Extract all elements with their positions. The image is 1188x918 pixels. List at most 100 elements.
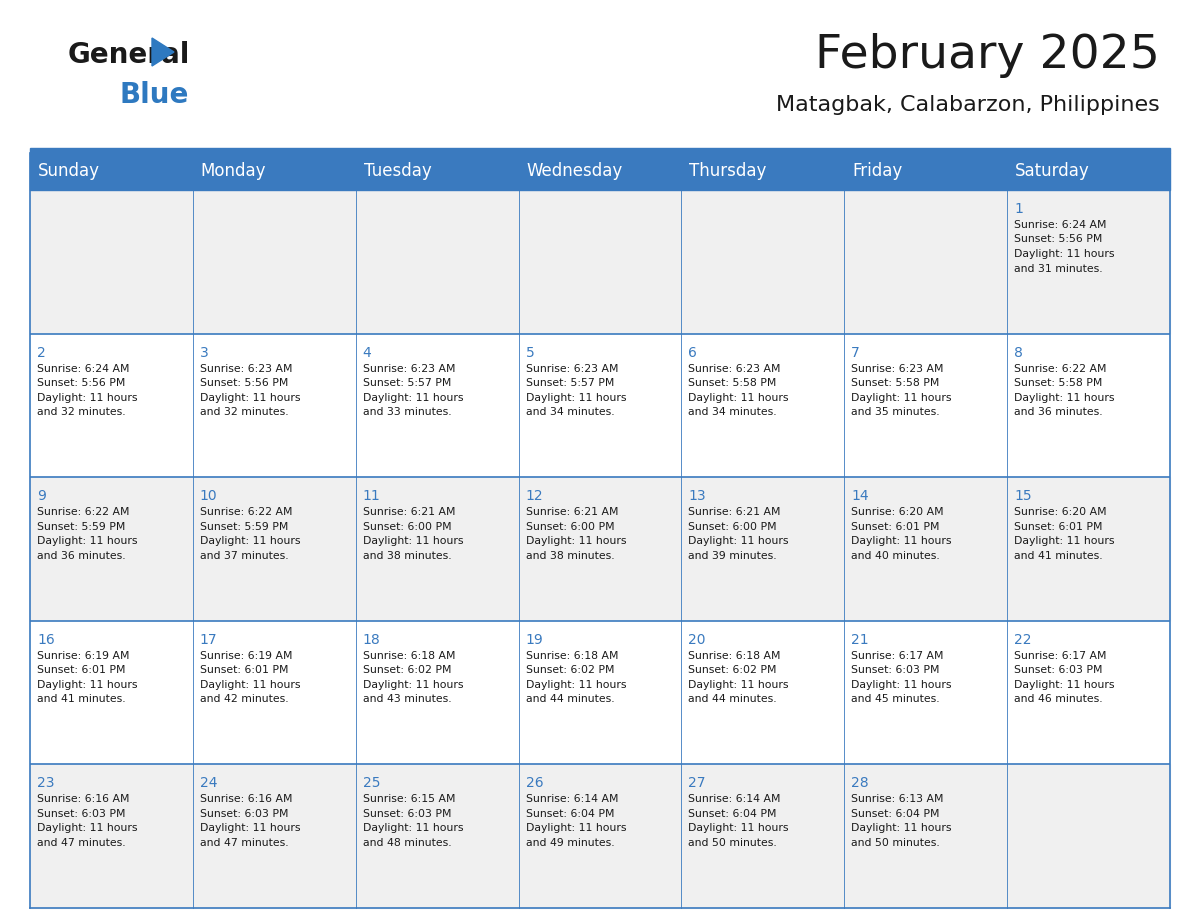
Bar — [1007, 190, 1170, 333]
Text: Sunset: 6:04 PM: Sunset: 6:04 PM — [525, 809, 614, 819]
Text: Sunset: 6:03 PM: Sunset: 6:03 PM — [362, 809, 451, 819]
Text: Sunrise: 6:23 AM: Sunrise: 6:23 AM — [852, 364, 943, 374]
Text: 7: 7 — [852, 345, 860, 360]
Text: Sunrise: 6:22 AM: Sunrise: 6:22 AM — [37, 508, 129, 517]
Text: Sunset: 6:02 PM: Sunset: 6:02 PM — [362, 666, 451, 676]
Text: 8: 8 — [1015, 345, 1023, 360]
Text: and 32 minutes.: and 32 minutes. — [37, 407, 126, 417]
Text: and 38 minutes.: and 38 minutes. — [362, 551, 451, 561]
Text: Sunset: 6:03 PM: Sunset: 6:03 PM — [37, 809, 126, 819]
Bar — [519, 190, 682, 333]
Bar — [519, 153, 682, 190]
Text: and 31 minutes.: and 31 minutes. — [1015, 263, 1102, 274]
Bar — [355, 333, 519, 477]
Text: 11: 11 — [362, 489, 380, 503]
Text: 27: 27 — [688, 777, 706, 790]
Bar — [1007, 477, 1170, 621]
Text: and 34 minutes.: and 34 minutes. — [525, 407, 614, 417]
Bar — [845, 190, 1007, 333]
Text: Sunset: 5:57 PM: Sunset: 5:57 PM — [362, 378, 451, 388]
Bar — [355, 621, 519, 765]
Text: Daylight: 11 hours: Daylight: 11 hours — [688, 680, 789, 689]
Text: Sunset: 6:02 PM: Sunset: 6:02 PM — [688, 666, 777, 676]
Text: and 33 minutes.: and 33 minutes. — [362, 407, 451, 417]
Text: and 40 minutes.: and 40 minutes. — [852, 551, 940, 561]
Text: Sunrise: 6:23 AM: Sunrise: 6:23 AM — [200, 364, 292, 374]
Bar — [355, 765, 519, 908]
Text: Monday: Monday — [201, 162, 266, 181]
Text: Daylight: 11 hours: Daylight: 11 hours — [362, 536, 463, 546]
Text: Sunrise: 6:21 AM: Sunrise: 6:21 AM — [688, 508, 781, 517]
Text: and 32 minutes.: and 32 minutes. — [200, 407, 289, 417]
Text: Sunset: 5:59 PM: Sunset: 5:59 PM — [37, 521, 126, 532]
Text: Sunrise: 6:18 AM: Sunrise: 6:18 AM — [362, 651, 455, 661]
Text: Daylight: 11 hours: Daylight: 11 hours — [200, 823, 301, 834]
Bar — [682, 621, 845, 765]
Text: General: General — [68, 41, 190, 69]
Bar — [355, 153, 519, 190]
Bar — [682, 333, 845, 477]
Bar — [845, 621, 1007, 765]
Text: Sunset: 6:01 PM: Sunset: 6:01 PM — [200, 666, 289, 676]
Bar — [30, 621, 192, 765]
Text: 13: 13 — [688, 489, 706, 503]
Text: and 44 minutes.: and 44 minutes. — [525, 694, 614, 704]
Text: 25: 25 — [362, 777, 380, 790]
Text: and 47 minutes.: and 47 minutes. — [200, 838, 289, 848]
Bar — [30, 190, 192, 333]
Bar — [845, 333, 1007, 477]
Text: 14: 14 — [852, 489, 868, 503]
Bar — [30, 765, 192, 908]
Text: Daylight: 11 hours: Daylight: 11 hours — [362, 680, 463, 689]
Text: 9: 9 — [37, 489, 46, 503]
Text: Daylight: 11 hours: Daylight: 11 hours — [1015, 249, 1114, 259]
Bar — [30, 148, 1170, 153]
Text: Sunrise: 6:14 AM: Sunrise: 6:14 AM — [688, 794, 781, 804]
Text: Sunset: 6:01 PM: Sunset: 6:01 PM — [1015, 521, 1102, 532]
Text: Daylight: 11 hours: Daylight: 11 hours — [37, 536, 138, 546]
Text: Sunset: 6:03 PM: Sunset: 6:03 PM — [1015, 666, 1102, 676]
Bar — [192, 333, 355, 477]
Text: and 41 minutes.: and 41 minutes. — [1015, 551, 1102, 561]
Text: Daylight: 11 hours: Daylight: 11 hours — [525, 823, 626, 834]
Text: Sunrise: 6:15 AM: Sunrise: 6:15 AM — [362, 794, 455, 804]
Text: Daylight: 11 hours: Daylight: 11 hours — [37, 393, 138, 403]
Text: 12: 12 — [525, 489, 543, 503]
Text: Sunrise: 6:19 AM: Sunrise: 6:19 AM — [200, 651, 292, 661]
Bar — [1007, 333, 1170, 477]
Text: Daylight: 11 hours: Daylight: 11 hours — [1015, 536, 1114, 546]
Text: and 46 minutes.: and 46 minutes. — [1015, 694, 1102, 704]
Text: Sunrise: 6:18 AM: Sunrise: 6:18 AM — [525, 651, 618, 661]
Text: 2: 2 — [37, 345, 46, 360]
Text: Sunrise: 6:23 AM: Sunrise: 6:23 AM — [525, 364, 618, 374]
Text: Sunday: Sunday — [38, 162, 100, 181]
Text: Sunset: 5:59 PM: Sunset: 5:59 PM — [200, 521, 289, 532]
Text: Daylight: 11 hours: Daylight: 11 hours — [37, 680, 138, 689]
Text: and 44 minutes.: and 44 minutes. — [688, 694, 777, 704]
Text: Sunset: 6:04 PM: Sunset: 6:04 PM — [688, 809, 777, 819]
Text: Sunrise: 6:23 AM: Sunrise: 6:23 AM — [362, 364, 455, 374]
Text: 26: 26 — [525, 777, 543, 790]
Text: Daylight: 11 hours: Daylight: 11 hours — [525, 680, 626, 689]
Text: Sunset: 5:58 PM: Sunset: 5:58 PM — [852, 378, 940, 388]
Text: 6: 6 — [688, 345, 697, 360]
Text: Sunset: 6:01 PM: Sunset: 6:01 PM — [852, 521, 940, 532]
Bar — [192, 190, 355, 333]
Text: 5: 5 — [525, 345, 535, 360]
Text: Daylight: 11 hours: Daylight: 11 hours — [1015, 393, 1114, 403]
Text: Sunrise: 6:21 AM: Sunrise: 6:21 AM — [362, 508, 455, 517]
Text: and 43 minutes.: and 43 minutes. — [362, 694, 451, 704]
Text: Daylight: 11 hours: Daylight: 11 hours — [37, 823, 138, 834]
Text: 24: 24 — [200, 777, 217, 790]
Bar — [1007, 153, 1170, 190]
Text: and 34 minutes.: and 34 minutes. — [688, 407, 777, 417]
Text: 16: 16 — [37, 633, 55, 647]
Text: Daylight: 11 hours: Daylight: 11 hours — [525, 393, 626, 403]
Bar — [30, 333, 192, 477]
Text: Sunrise: 6:16 AM: Sunrise: 6:16 AM — [37, 794, 129, 804]
Text: 28: 28 — [852, 777, 868, 790]
Bar — [519, 765, 682, 908]
Bar — [30, 477, 192, 621]
Text: Sunset: 6:02 PM: Sunset: 6:02 PM — [525, 666, 614, 676]
Bar — [845, 477, 1007, 621]
